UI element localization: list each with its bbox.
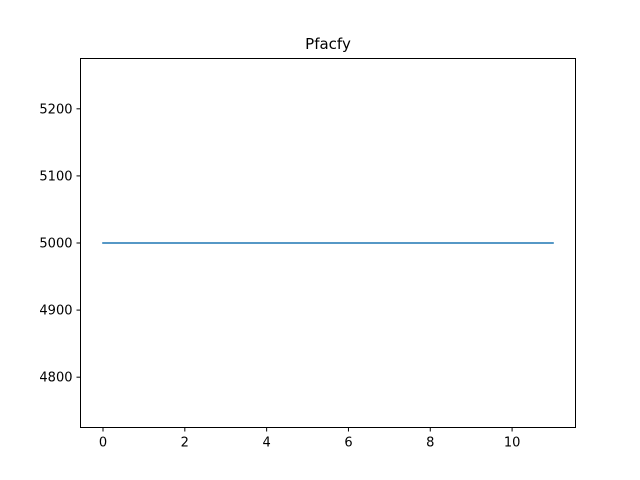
- chart-title: Pfacfy: [305, 35, 351, 53]
- x-tick-label: 2: [181, 436, 189, 451]
- y-tick-label: 5000: [39, 237, 72, 252]
- x-tick-label: 6: [344, 436, 352, 451]
- y-tick-label: 5200: [39, 102, 72, 117]
- axes-frame: [80, 58, 576, 428]
- x-tick-label: 10: [504, 436, 521, 451]
- plot-area: 0 2 4 6 8 10 4800 4900 5000 5100 5200: [39, 102, 554, 451]
- y-tick-label: 4900: [39, 304, 72, 319]
- x-tick-label: 8: [426, 436, 434, 451]
- y-tick-label: 5100: [39, 169, 72, 184]
- x-tick-label: 0: [99, 436, 107, 451]
- y-tick-label: 4800: [39, 371, 72, 386]
- x-tick-label: 4: [262, 436, 270, 451]
